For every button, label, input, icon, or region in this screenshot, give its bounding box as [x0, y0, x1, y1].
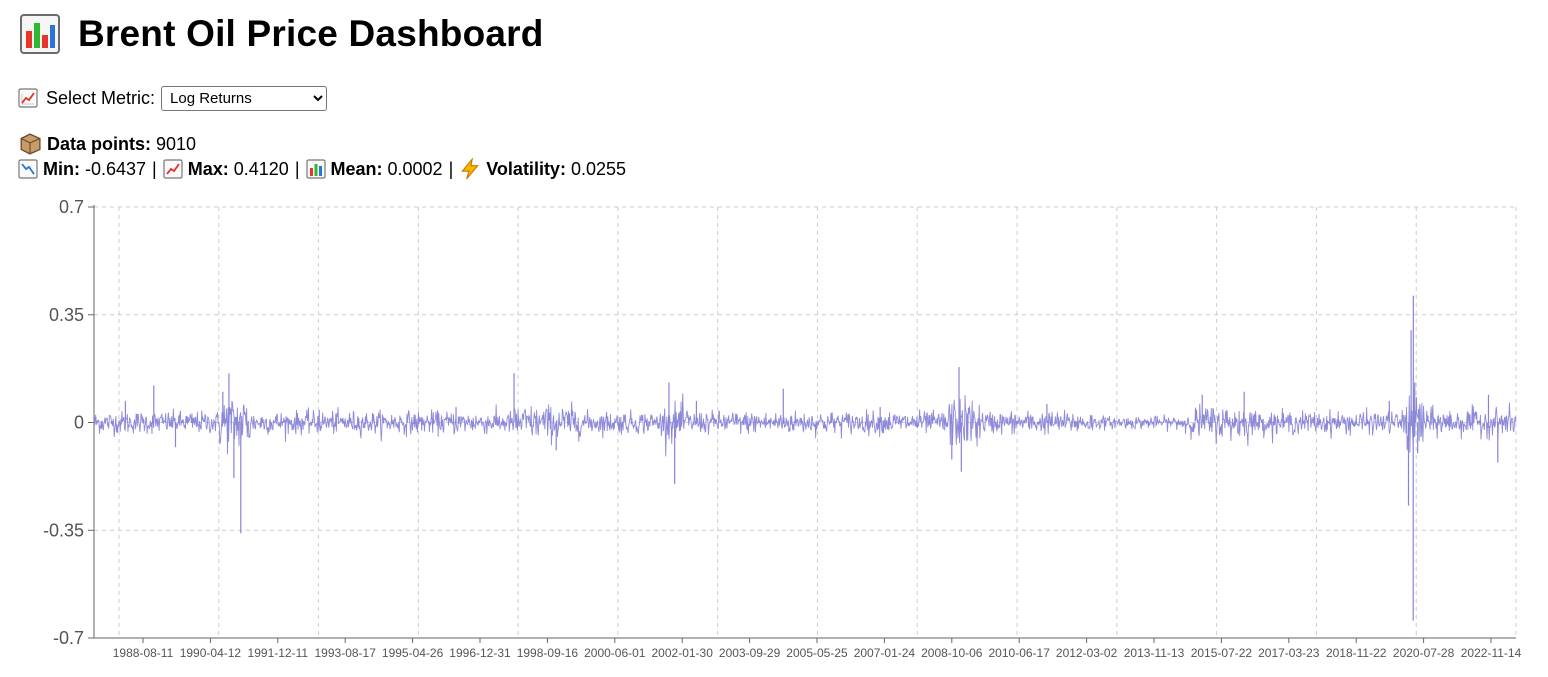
series-line-noise — [93, 388, 1517, 457]
y-tick-label: 0.35 — [49, 305, 84, 325]
mean-value: 0.0002 — [387, 158, 443, 179]
separator: | — [152, 158, 157, 179]
tick-labels: 0.7 0.35 0 -0.35 -0.7 1988-08-11 1990-04-12 199… — [43, 197, 1522, 660]
x-tick-label: 2007-01-24 — [854, 646, 916, 660]
x-tick-label: 2017-03-23 — [1258, 646, 1320, 660]
max-value: 0.4120 — [233, 158, 289, 179]
x-tick-label: 1991-12-11 — [248, 646, 309, 660]
x-tick-label: 2008-10-06 — [921, 646, 983, 660]
trending-up-icon — [18, 88, 38, 108]
x-tick-label: 2012-03-02 — [1056, 646, 1118, 660]
x-tick-label: 1993-08-17 — [315, 646, 377, 660]
package-icon — [20, 133, 41, 155]
max-label: Max: — [187, 158, 229, 179]
x-tick-label: 1995-04-26 — [382, 646, 444, 660]
x-tick-label: 2018-11-22 — [1326, 646, 1387, 660]
header: Brent Oil Price Dashboard — [20, 12, 544, 56]
lightning-icon — [461, 158, 480, 180]
mean-label: Mean: — [330, 158, 383, 179]
x-tick-label: 2000-06-01 — [584, 646, 646, 660]
bar-chart-icon — [20, 14, 60, 54]
min-value: -0.6437 — [84, 158, 147, 179]
summary-stats-row: Min: -0.6437 | Max: 0.4120 | Mean: 0.000… — [18, 157, 626, 181]
separator: | — [294, 158, 300, 179]
metric-select[interactable]: Log Returns — [161, 85, 328, 111]
x-tick-label: 1988-08-11 — [113, 646, 174, 660]
x-tick-label: 1996-12-31 — [449, 646, 511, 660]
data-points-value: 9010 — [156, 133, 197, 154]
data-points-label: Data points: — [47, 133, 152, 154]
y-tick-label: -0.35 — [43, 520, 84, 540]
data-points-row: Data points: 9010 — [18, 132, 196, 156]
x-tick-label: 1998-09-16 — [517, 646, 579, 660]
page-title: Brent Oil Price Dashboard — [78, 13, 544, 54]
series — [93, 295, 1517, 621]
min-label: Min: — [43, 158, 80, 179]
x-tick-label: 2002-01-30 — [652, 646, 714, 660]
x-tick-label: 2013-11-13 — [1124, 646, 1185, 660]
x-tick-label: 2003-09-29 — [719, 646, 781, 660]
metric-label: Select Metric: — [46, 87, 156, 108]
line-chart-svg: 0.7 0.35 0 -0.35 -0.7 1988-08-11 1990-04-12 199… — [43, 197, 1522, 660]
volatility-label: Volatility: — [486, 158, 566, 179]
trending-down-icon — [18, 159, 38, 179]
trending-up-icon — [163, 159, 183, 179]
x-tick-label: 1990-04-12 — [180, 646, 242, 660]
y-tick-label: 0.7 — [59, 197, 84, 217]
x-tick-label: 2022-11-14 — [1461, 646, 1522, 660]
x-tick-label: 2015-07-22 — [1191, 646, 1253, 660]
bar-chart-icon — [305, 159, 326, 179]
y-tick-label: -0.7 — [53, 628, 84, 648]
log-returns-chart: 0.7 0.35 0 -0.35 -0.7 1988-08-11 1990-04-12 199… — [0, 195, 1548, 677]
metric-selector-row: Select Metric: Log Returns — [18, 85, 328, 111]
x-tick-label: 2010-06-17 — [989, 646, 1051, 660]
separator: | — [448, 158, 454, 179]
x-tick-label: 2005-05-25 — [786, 646, 848, 660]
volatility-value: 0.0255 — [570, 158, 627, 179]
x-tick-label: 2020-07-28 — [1393, 646, 1455, 660]
y-tick-label: 0 — [74, 413, 84, 433]
